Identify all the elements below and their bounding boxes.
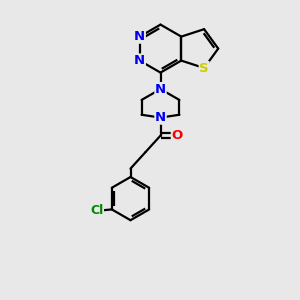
Text: O: O	[171, 129, 183, 142]
Text: N: N	[134, 54, 145, 67]
Text: S: S	[199, 61, 209, 74]
Text: N: N	[155, 111, 166, 124]
Text: N: N	[155, 82, 166, 96]
Text: N: N	[134, 30, 145, 43]
Text: Cl: Cl	[90, 204, 104, 218]
